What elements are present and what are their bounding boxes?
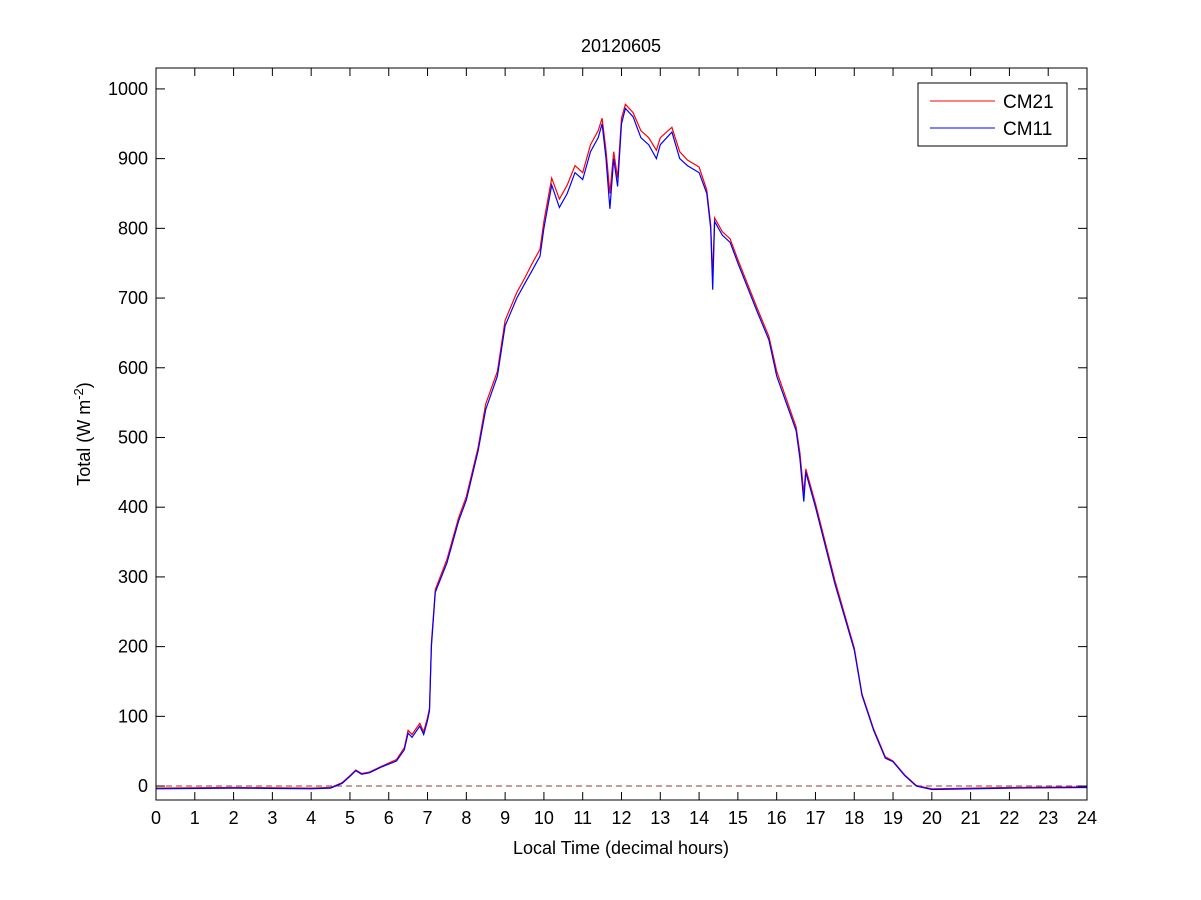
x-tick-label: 5 xyxy=(345,808,355,828)
x-tick-label: 7 xyxy=(423,808,433,828)
x-tick-label: 1 xyxy=(190,808,200,828)
x-tick-label: 12 xyxy=(611,808,631,828)
x-tick-label: 11 xyxy=(573,808,592,828)
y-tick-label: 1000 xyxy=(108,79,148,99)
legend: CM21 CM11 xyxy=(917,82,1068,147)
x-tick-label: 16 xyxy=(767,808,787,828)
series-line-cm21 xyxy=(155,103,1088,790)
y-tick-label: 400 xyxy=(118,497,148,517)
x-tick-label: 0 xyxy=(151,808,161,828)
x-tick-label: 9 xyxy=(500,808,510,828)
plot-area xyxy=(156,68,1087,800)
y-tick-label: 300 xyxy=(118,567,148,587)
y-tick-label: 100 xyxy=(118,706,148,726)
x-tick-label: 21 xyxy=(961,808,981,828)
x-tick-label: 18 xyxy=(844,808,864,828)
x-tick-label: 17 xyxy=(805,808,825,828)
x-tick-label: 23 xyxy=(1038,808,1058,828)
x-tick-label: 3 xyxy=(267,808,277,828)
y-tick-label: 700 xyxy=(118,288,148,308)
x-tick-label: 6 xyxy=(384,808,394,828)
x-axis-label: Local Time (decimal hours) xyxy=(513,838,729,858)
x-tick-label: 15 xyxy=(728,808,748,828)
legend-label-cm11: CM11 xyxy=(1003,119,1052,140)
y-tick-label: 500 xyxy=(118,427,148,447)
y-tick-label: 800 xyxy=(118,218,148,238)
x-tick-label: 8 xyxy=(461,808,471,828)
chart-title: 20120605 xyxy=(581,36,661,56)
x-tick-label: 22 xyxy=(999,808,1019,828)
y-tick-label: 900 xyxy=(118,149,148,169)
series-line-cm11 xyxy=(155,107,1088,791)
legend-label-cm21: CM21 xyxy=(1003,92,1054,113)
y-tick-label: 600 xyxy=(118,358,148,378)
x-tick-label: 10 xyxy=(534,808,554,828)
x-tick-label: 24 xyxy=(1077,808,1097,828)
x-tick-label: 2 xyxy=(229,808,239,828)
x-tick-label: 19 xyxy=(883,808,903,828)
x-tick-label: 13 xyxy=(650,808,670,828)
y-tick-label: 200 xyxy=(118,637,148,657)
x-tick-label: 4 xyxy=(306,808,316,828)
x-tick-label: 14 xyxy=(689,808,709,828)
y-axis-label: Total (W m-2) xyxy=(71,382,94,486)
x-tick-label: 20 xyxy=(922,808,942,828)
y-tick-label: 0 xyxy=(138,776,148,796)
